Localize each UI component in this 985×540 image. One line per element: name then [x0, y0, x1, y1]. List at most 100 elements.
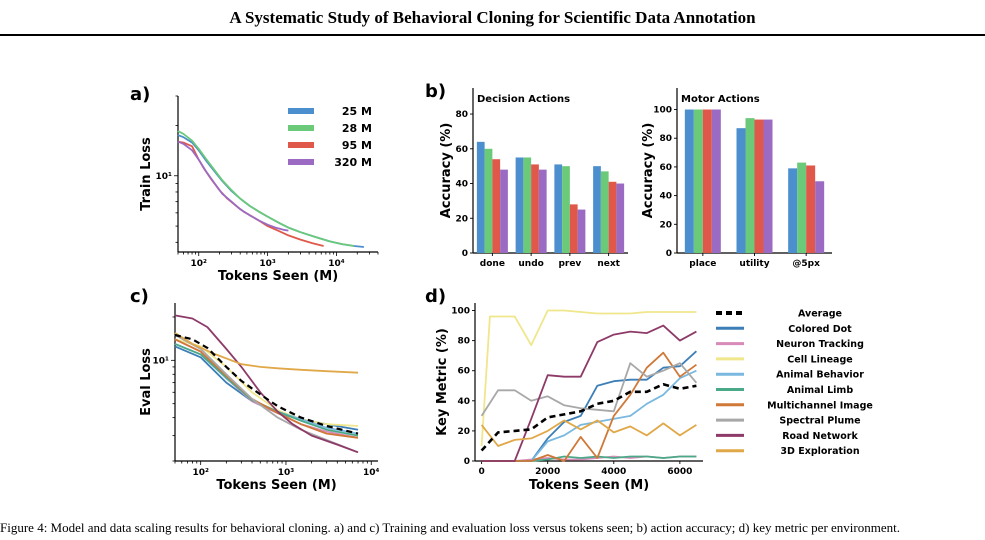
y-tick-label: 20: [659, 220, 672, 230]
panel-label-b1: b): [425, 81, 446, 102]
bar-next-2: [608, 181, 617, 253]
bar-utility-2: [754, 119, 764, 253]
panel-label-a: a): [130, 84, 150, 105]
x-tick-label: 10⁴: [363, 468, 380, 478]
y-tick-label: 0: [464, 457, 470, 467]
bar-utility-0: [736, 128, 746, 253]
page-title: A Systematic Study of Behavioral Cloning…: [229, 8, 756, 27]
legend-label: 95 M: [342, 139, 372, 152]
x-tick-label: undo: [518, 259, 543, 269]
chart-panel-d: 0 2000 4000 6000 0 20 40 60 80 100: [451, 303, 703, 477]
legend-swatch: [288, 108, 314, 114]
x-tick-label: 0: [478, 467, 484, 477]
legend-d: Average Colored Dot Neuron Tracking Cell Li…: [716, 309, 873, 457]
chart-title: Decision Actions: [477, 94, 570, 105]
x-tick-label: 6000: [667, 467, 692, 477]
x-tick-label: 10⁴: [328, 259, 345, 269]
series-line-colored-dot: [481, 350, 698, 462]
legend-label: Cell Lineage: [787, 354, 852, 365]
y-axis-label: Eval Loss: [139, 348, 154, 416]
y-tick-label: 80: [457, 337, 470, 347]
x-tick-label: 10³: [278, 468, 295, 478]
bar-undo-2: [531, 164, 539, 253]
chart-panel-b2: 0 20 40 60 80 100 place utility @5px Motor Action…: [653, 88, 832, 269]
x-tick-label: 4000: [601, 467, 626, 477]
x-tick-label: prev: [558, 259, 581, 269]
bar-utility-1: [745, 118, 755, 253]
y-axis-label: Key Metric (%): [435, 328, 450, 436]
x-tick-label: place: [689, 259, 716, 269]
series-line-average: [480, 382, 697, 452]
series-line-25-m: [177, 134, 364, 248]
legend-label: 28 M: [342, 122, 372, 135]
panel-label-d: d): [425, 286, 446, 307]
bar-next-1: [600, 171, 609, 253]
series-line-4: [174, 343, 359, 437]
legend-swatch: [288, 125, 314, 131]
bar-place-2: [702, 109, 712, 254]
chart-panel-b1: 0 20 40 60 80 done undo prev next Decision Action…: [455, 88, 628, 269]
y-tick-label: 40: [455, 180, 468, 190]
bar-next-3: [616, 183, 625, 253]
x-tick-label: utility: [739, 259, 769, 269]
legend-label: Road Network: [782, 431, 858, 442]
series-line-95-m: [177, 140, 324, 247]
y-axis-label: Accuracy (%): [641, 123, 656, 219]
legend-label: Animal Behavior: [776, 370, 864, 381]
bar-utility-3: [763, 119, 773, 253]
x-axis-label: Tokens Seen (M): [529, 478, 649, 493]
y-tick-label: 60: [659, 163, 672, 173]
x-tick-label: done: [480, 259, 505, 269]
series-line-28-m: [177, 130, 355, 247]
x-axis-label: Tokens Seen (M): [218, 269, 338, 284]
legend-label: Spectral Plume: [779, 416, 860, 427]
bar-undo-0: [515, 157, 524, 253]
series-line-average: [174, 333, 359, 435]
y-axis-label: Train Loss: [139, 137, 154, 211]
legend-label: Colored Dot: [788, 324, 852, 335]
bar-place-0: [684, 109, 694, 254]
y-tick-label: 40: [659, 192, 672, 202]
legend-swatch: [288, 142, 314, 148]
legend-label: 320 M: [334, 156, 372, 169]
bar-prev-0: [554, 164, 563, 253]
x-tick-label: 10²: [191, 259, 208, 269]
bar-prev-2: [569, 204, 578, 253]
bar-done-0: [476, 141, 485, 253]
y-tick-label: 60: [455, 145, 468, 155]
x-tick-label: @5px: [792, 259, 820, 269]
y-tick-label: 80: [455, 110, 468, 120]
bar-done-3: [500, 169, 508, 253]
legend-label: Animal Limb: [787, 385, 853, 396]
y-tick-label: 100: [451, 307, 470, 317]
y-axis-label: Accuracy (%): [439, 123, 454, 219]
series-line-320-m: [177, 140, 289, 232]
y-tick-label: 0: [666, 249, 672, 259]
legend-swatch: [288, 159, 314, 165]
bar-undo-1: [523, 157, 532, 253]
chart-panel-a: 10² 10³ 10⁴ 10¹: [156, 95, 379, 269]
bar--5px-1: [797, 162, 807, 253]
chart-title: Motor Actions: [681, 94, 760, 105]
bar--5px-0: [788, 168, 798, 253]
bar-prev-3: [577, 209, 586, 253]
series-line-0: [174, 345, 359, 431]
series-line-3: [174, 343, 359, 435]
y-tick-label: 20: [455, 214, 468, 224]
x-axis-label: Tokens Seen (M): [216, 478, 336, 493]
y-tick-label: 80: [659, 134, 672, 144]
x-tick-label: 2000: [535, 467, 560, 477]
y-tick-label: 40: [457, 397, 470, 407]
bar-next-0: [593, 166, 601, 253]
legend-a: 25 M 28 M 95 M 320 M: [288, 105, 372, 169]
y-tick-label: 100: [653, 106, 672, 116]
legend-label: 25 M: [342, 105, 372, 118]
x-tick-label: 10²: [192, 468, 209, 478]
legend-label: 3D Exploration: [780, 446, 859, 457]
series-line-7: [174, 314, 359, 454]
y-tick-label: 10¹: [153, 356, 170, 366]
bar-place-3: [711, 109, 721, 254]
bar-prev-1: [562, 166, 570, 253]
series-line-3d-exploration: [480, 419, 697, 447]
